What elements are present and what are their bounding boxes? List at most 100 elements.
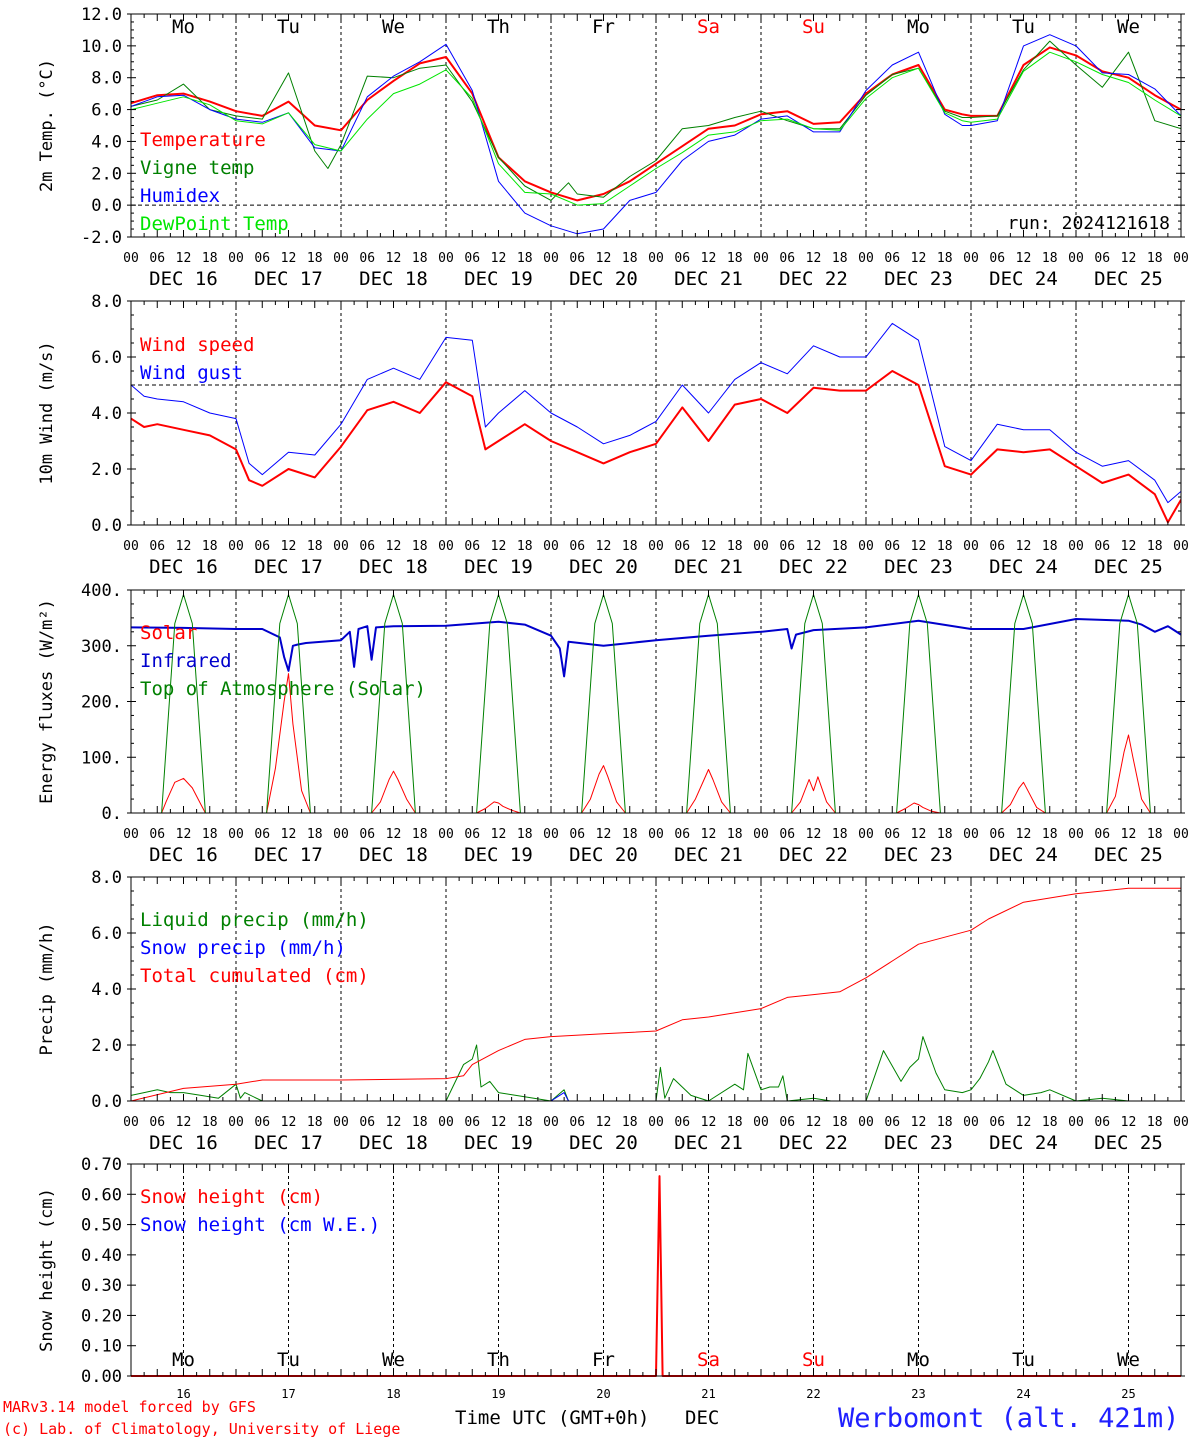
- y-tick-label: 300.: [81, 637, 122, 657]
- day-number-label: 19: [491, 1387, 505, 1401]
- hour-tick-label: 06: [1094, 539, 1110, 554]
- hour-tick-label: 12: [911, 539, 927, 554]
- plot-frame: [130, 300, 1182, 526]
- hour-tick-label: 12: [596, 251, 612, 266]
- hour-tick-label: 00: [1173, 827, 1189, 842]
- hour-tick-label: 18: [307, 251, 323, 266]
- y-tick-label: 8.0: [91, 292, 122, 312]
- credit-line-1: MARv3.14 model forced by GFS: [3, 1398, 256, 1416]
- y-tick-label: 4.0: [91, 980, 122, 1000]
- legend-entry: Top of Atmosphere (Solar): [140, 678, 426, 700]
- date-label: DEC 22: [779, 844, 848, 866]
- y-tick-label: 0.00: [81, 1367, 122, 1387]
- y-tick-label: 0.10: [81, 1337, 122, 1357]
- date-label: DEC 18: [359, 1132, 428, 1154]
- hour-tick-label: 12: [491, 539, 507, 554]
- hour-tick-label: 12: [1016, 251, 1032, 266]
- date-label: DEC 20: [569, 268, 638, 290]
- hour-tick-label: 00: [438, 539, 454, 554]
- hour-tick-label: 18: [202, 1115, 218, 1130]
- hour-tick-label: 06: [779, 827, 795, 842]
- y-tick-label: 2.0: [91, 164, 122, 184]
- y-tick-label: 4.0: [91, 132, 122, 152]
- hour-tick-label: 06: [569, 1115, 585, 1130]
- hour-tick-label: 00: [228, 827, 244, 842]
- hour-tick-label: 06: [569, 827, 585, 842]
- date-label: DEC 25: [1094, 268, 1163, 290]
- hour-tick-label: 00: [753, 539, 769, 554]
- date-label: DEC 25: [1094, 1132, 1163, 1154]
- y-tick-label: 4.0: [91, 404, 122, 424]
- hour-tick-label: 00: [543, 251, 559, 266]
- hour-tick-label: 00: [543, 1115, 559, 1130]
- hour-tick-label: 12: [491, 1115, 507, 1130]
- hour-tick-label: 06: [674, 1115, 690, 1130]
- legend-entry: Humidex: [140, 185, 220, 207]
- panel-2: 0.0 2.0 4.0 6.0 8.0 10m Wind (m/s) Wind speed W…: [37, 292, 1189, 578]
- legend-entry: Snow precip (mm/h): [140, 937, 346, 959]
- hour-tick-label: 00: [858, 1115, 874, 1130]
- hour-tick-label: 12: [386, 539, 402, 554]
- date-label: DEC 16: [149, 556, 218, 578]
- hour-tick-label: 18: [1147, 1115, 1163, 1130]
- hour-tick-label: 00: [333, 251, 349, 266]
- hour-tick-label: 06: [779, 1115, 795, 1130]
- hour-tick-label: 12: [1016, 827, 1032, 842]
- hour-tick-label: 12: [176, 251, 192, 266]
- hour-tick-label: 18: [832, 1115, 848, 1130]
- hour-tick-label: 18: [1147, 827, 1163, 842]
- hour-tick-label: 00: [123, 827, 139, 842]
- date-label: DEC 24: [989, 1132, 1058, 1154]
- hour-tick-label: 18: [832, 539, 848, 554]
- hour-tick-label: 12: [1121, 539, 1137, 554]
- legend-entry: Vigne temp: [140, 157, 254, 179]
- day-number-label: 17: [281, 1387, 295, 1401]
- y-axis-title: Energy fluxes (W/m²): [37, 599, 57, 804]
- hour-tick-label: 06: [254, 827, 270, 842]
- legend-entry: Snow height (cm W.E.): [140, 1214, 380, 1236]
- legend-entry: DewPoint Temp: [140, 213, 289, 235]
- date-label: DEC 19: [464, 268, 533, 290]
- run-label: run: 2024121618: [1007, 213, 1170, 234]
- hour-tick-label: 06: [464, 539, 480, 554]
- legend-entry: Temperature: [140, 129, 266, 151]
- date-label: DEC 24: [989, 844, 1058, 866]
- hour-tick-label: 12: [701, 827, 717, 842]
- hour-tick-label: 00: [1068, 1115, 1084, 1130]
- weekday-label: Fr: [592, 16, 615, 38]
- hour-tick-label: 18: [1042, 251, 1058, 266]
- series-line: [131, 370, 1181, 524]
- y-tick-label: 0.0: [91, 1092, 122, 1112]
- weekday-label: Su: [802, 1349, 825, 1371]
- date-label: DEC 21: [674, 1132, 743, 1154]
- hour-tick-label: 00: [1173, 1115, 1189, 1130]
- date-label: DEC 18: [359, 556, 428, 578]
- hour-tick-label: 12: [701, 251, 717, 266]
- station-label: Werbomont (alt. 421m): [838, 1403, 1179, 1434]
- hour-tick-label: 00: [1068, 827, 1084, 842]
- weekday-label: Mo: [172, 16, 195, 38]
- hour-tick-label: 18: [1042, 539, 1058, 554]
- hour-tick-label: 00: [123, 251, 139, 266]
- weekday-label: Tu: [1012, 16, 1035, 38]
- weekday-label: Th: [487, 16, 510, 38]
- hour-tick-label: 18: [832, 827, 848, 842]
- date-label: DEC 17: [254, 844, 323, 866]
- date-label: DEC 16: [149, 844, 218, 866]
- y-tick-label: 0.60: [81, 1185, 122, 1205]
- hour-tick-label: 00: [228, 1115, 244, 1130]
- hour-tick-label: 18: [727, 827, 743, 842]
- hour-tick-label: 18: [727, 251, 743, 266]
- hour-tick-label: 12: [1121, 251, 1137, 266]
- y-tick-label: 200.: [81, 693, 122, 713]
- y-tick-label: 0.40: [81, 1246, 122, 1266]
- hour-tick-label: 12: [281, 827, 297, 842]
- hour-tick-label: 12: [491, 251, 507, 266]
- weekday-label: Tu: [1012, 1349, 1035, 1371]
- hour-tick-label: 06: [254, 1115, 270, 1130]
- hour-tick-label: 12: [701, 1115, 717, 1130]
- hour-tick-label: 18: [622, 1115, 638, 1130]
- hour-tick-label: 12: [911, 827, 927, 842]
- y-tick-label: 0.50: [81, 1216, 122, 1236]
- hour-tick-label: 06: [674, 539, 690, 554]
